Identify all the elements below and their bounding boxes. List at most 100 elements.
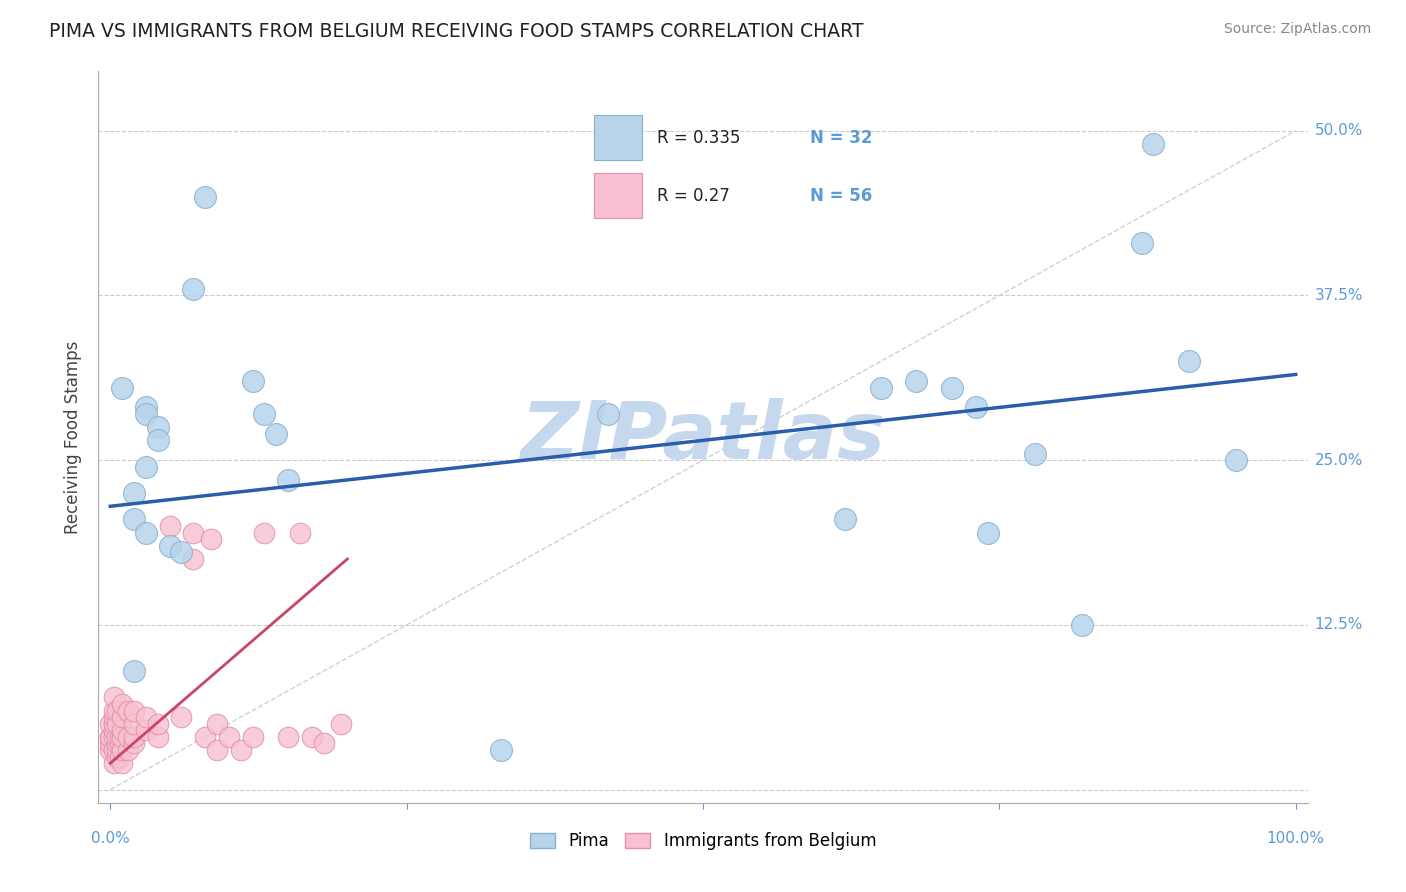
Point bbox=[1142, 136, 1164, 151]
Point bbox=[135, 710, 157, 724]
Point bbox=[1178, 354, 1201, 368]
Text: Source: ZipAtlas.com: Source: ZipAtlas.com bbox=[1223, 22, 1371, 37]
Point bbox=[146, 420, 169, 434]
Point bbox=[103, 716, 125, 731]
Point bbox=[301, 730, 323, 744]
Point bbox=[105, 716, 128, 731]
Point bbox=[103, 756, 125, 771]
Point bbox=[194, 730, 217, 744]
Point bbox=[253, 407, 276, 421]
Point bbox=[135, 525, 157, 540]
Bar bbox=[595, 115, 643, 160]
Point bbox=[1225, 453, 1247, 467]
Point bbox=[103, 723, 125, 738]
Point bbox=[242, 374, 264, 388]
Point bbox=[111, 743, 134, 757]
Point bbox=[181, 282, 204, 296]
Point bbox=[103, 710, 125, 724]
Point bbox=[1024, 446, 1046, 460]
Y-axis label: Receiving Food Stamps: Receiving Food Stamps bbox=[65, 341, 83, 533]
Point bbox=[1071, 618, 1094, 632]
Text: 12.5%: 12.5% bbox=[1315, 617, 1362, 632]
Point bbox=[105, 743, 128, 757]
Point bbox=[105, 749, 128, 764]
Text: ZIPatlas: ZIPatlas bbox=[520, 398, 886, 476]
Point bbox=[111, 697, 134, 711]
Point bbox=[135, 459, 157, 474]
Bar bbox=[595, 173, 643, 218]
Point bbox=[965, 401, 987, 415]
Point bbox=[159, 519, 181, 533]
Point bbox=[105, 730, 128, 744]
Point bbox=[98, 730, 121, 744]
Point bbox=[312, 737, 335, 751]
Point bbox=[103, 704, 125, 718]
Point bbox=[330, 716, 353, 731]
Point bbox=[105, 704, 128, 718]
Point bbox=[122, 664, 145, 678]
Legend: Pima, Immigrants from Belgium: Pima, Immigrants from Belgium bbox=[523, 825, 883, 856]
Point bbox=[111, 381, 134, 395]
Point bbox=[194, 189, 217, 203]
Point bbox=[277, 730, 299, 744]
Point bbox=[108, 730, 131, 744]
Point bbox=[135, 407, 157, 421]
Point bbox=[98, 737, 121, 751]
Point bbox=[117, 730, 139, 744]
Point bbox=[159, 539, 181, 553]
Point bbox=[491, 743, 513, 757]
Text: R = 0.27: R = 0.27 bbox=[657, 186, 730, 204]
Point bbox=[242, 730, 264, 744]
Point bbox=[122, 730, 145, 744]
Point bbox=[98, 716, 121, 731]
Point bbox=[598, 407, 620, 421]
Point bbox=[108, 737, 131, 751]
Point bbox=[135, 723, 157, 738]
Point bbox=[108, 749, 131, 764]
Point bbox=[170, 710, 193, 724]
Point bbox=[834, 512, 856, 526]
Point bbox=[98, 743, 121, 757]
Point bbox=[103, 690, 125, 705]
Text: N = 56: N = 56 bbox=[810, 186, 872, 204]
Point bbox=[181, 552, 204, 566]
Text: 0.0%: 0.0% bbox=[91, 830, 129, 846]
Point bbox=[229, 743, 252, 757]
Point bbox=[905, 374, 928, 388]
Point bbox=[146, 730, 169, 744]
Point bbox=[111, 710, 134, 724]
Point bbox=[111, 730, 134, 744]
Point bbox=[103, 730, 125, 744]
Point bbox=[205, 743, 228, 757]
Point bbox=[111, 723, 134, 738]
Point bbox=[1130, 235, 1153, 250]
Point bbox=[146, 716, 169, 731]
Point bbox=[288, 525, 311, 540]
Point bbox=[117, 743, 139, 757]
Point bbox=[122, 737, 145, 751]
Point bbox=[277, 473, 299, 487]
Text: 100.0%: 100.0% bbox=[1267, 830, 1324, 846]
Point bbox=[146, 434, 169, 448]
Point bbox=[98, 730, 121, 744]
Text: N = 32: N = 32 bbox=[810, 128, 873, 147]
Point bbox=[976, 525, 998, 540]
Point bbox=[170, 545, 193, 559]
Point bbox=[135, 401, 157, 415]
Text: 37.5%: 37.5% bbox=[1315, 288, 1362, 303]
Point bbox=[122, 512, 145, 526]
Point bbox=[122, 704, 145, 718]
Point bbox=[941, 381, 963, 395]
Point bbox=[264, 426, 287, 441]
Point bbox=[103, 743, 125, 757]
Point bbox=[869, 381, 891, 395]
Text: 25.0%: 25.0% bbox=[1315, 452, 1362, 467]
Point bbox=[200, 533, 222, 547]
Text: PIMA VS IMMIGRANTS FROM BELGIUM RECEIVING FOOD STAMPS CORRELATION CHART: PIMA VS IMMIGRANTS FROM BELGIUM RECEIVIN… bbox=[49, 22, 863, 41]
Text: R = 0.335: R = 0.335 bbox=[657, 128, 740, 147]
Point bbox=[253, 525, 276, 540]
Point bbox=[218, 730, 240, 744]
Point bbox=[111, 756, 134, 771]
Point bbox=[122, 486, 145, 500]
Point bbox=[117, 704, 139, 718]
